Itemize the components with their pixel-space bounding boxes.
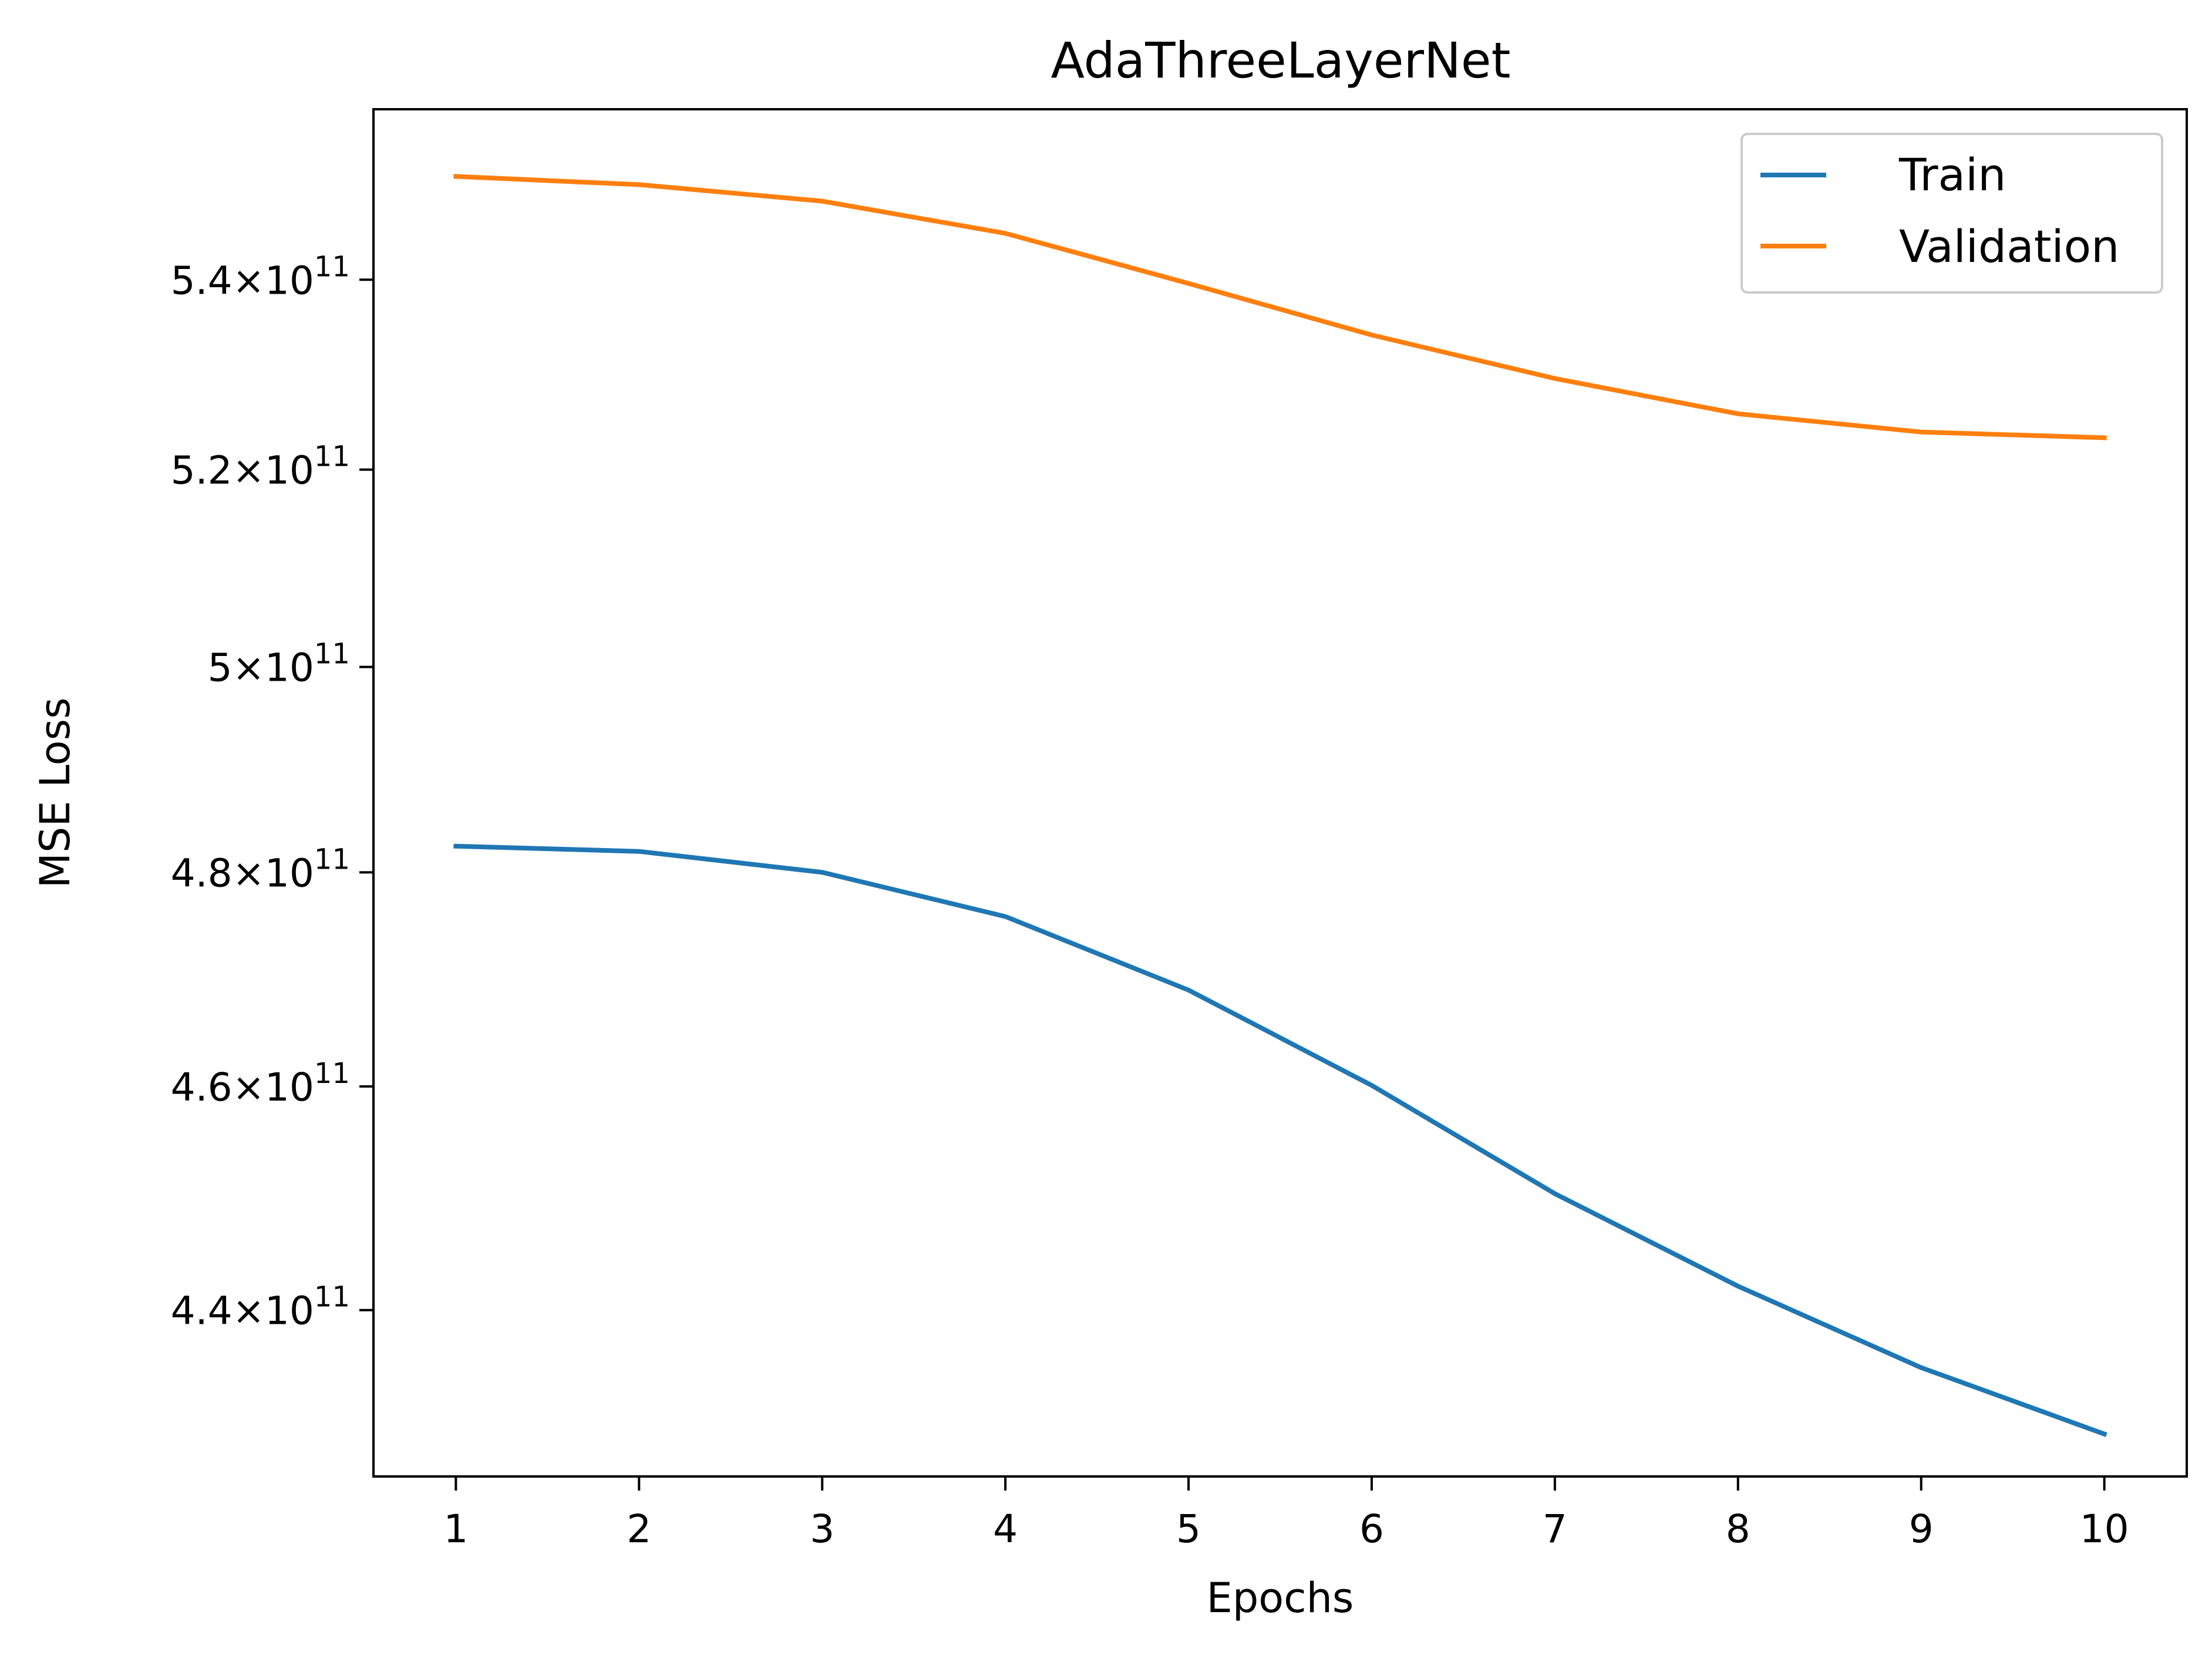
x-tick-label: 7: [1543, 1506, 1567, 1552]
legend-box: [1740, 133, 2163, 294]
y-tick-label: 5.4×1011: [171, 250, 350, 303]
y-tick-label: 5.2×1011: [171, 440, 350, 493]
series-line-train: [453, 843, 2107, 1437]
x-tick-label: 9: [1909, 1506, 1934, 1552]
y-tick-label: 5×1011: [208, 638, 350, 691]
x-tick-label: 8: [1726, 1506, 1750, 1552]
y-tick-label: 4.8×1011: [171, 843, 350, 896]
chart-title: AdaThreeLayerNet: [1051, 32, 1510, 89]
legend: Train Validation: [1740, 133, 2163, 294]
x-tick-label: 6: [1359, 1506, 1384, 1552]
legend-validation-label: Validation: [1899, 220, 2119, 273]
x-tick-label: 2: [627, 1506, 651, 1552]
y-tick-label: 4.4×1011: [171, 1281, 350, 1334]
y-tick-label: 4.6×1011: [171, 1057, 350, 1110]
y-axis-label: MSE Loss: [31, 698, 79, 889]
x-axis-label: Epochs: [1207, 1574, 1354, 1622]
series-layer: [453, 174, 2107, 1437]
legend-train-label: Train: [1898, 149, 2006, 201]
series-line-validation: [453, 174, 2107, 440]
plot-frame: [372, 108, 2188, 1478]
x-tick-label: 5: [1176, 1506, 1201, 1552]
x-tick-label: 3: [810, 1506, 834, 1552]
x-tick-label: 1: [443, 1506, 468, 1552]
x-tick-label: 4: [993, 1506, 1018, 1552]
x-axis-ticks: 1 2 3 4 5 6 7 8 9 10: [443, 1476, 2129, 1552]
x-tick-label: 10: [2080, 1506, 2129, 1552]
y-axis-ticks: 4.4×1011 4.6×1011 4.8×1011 5×1011 5.2×1011 5.…: [171, 250, 373, 1334]
